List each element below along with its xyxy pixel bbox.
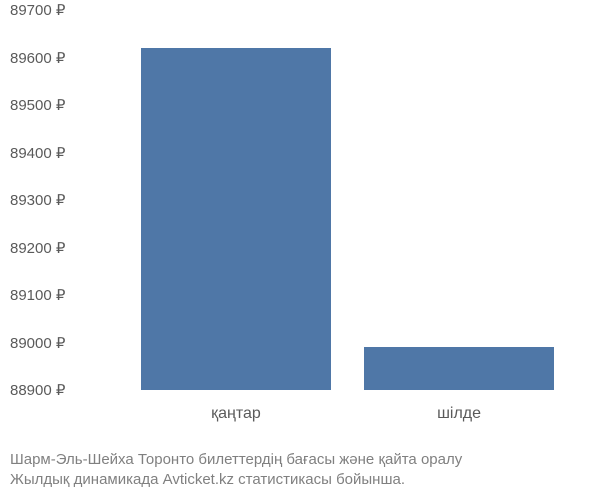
y-tick-label: 89300 ₽ xyxy=(10,191,100,209)
y-tick-label: 89600 ₽ xyxy=(10,49,100,67)
x-tick-label: қаңтар xyxy=(211,405,261,423)
x-axis: қаңтар шілде xyxy=(105,400,590,430)
caption-line-2: Жылдық динамикада Avticket.kz статистика… xyxy=(10,470,590,490)
y-tick-label: 89700 ₽ xyxy=(10,1,100,19)
y-tick-label: 89400 ₽ xyxy=(10,144,100,162)
bar xyxy=(364,347,553,390)
caption-line-1: Шарм-Эль-Шейха Торонто билеттердің бағас… xyxy=(10,450,590,470)
y-tick-label: 89100 ₽ xyxy=(10,286,100,304)
y-tick-label: 89000 ₽ xyxy=(10,334,100,352)
y-axis: 89700 ₽89600 ₽89500 ₽89400 ₽89300 ₽89200… xyxy=(10,10,100,390)
chart-caption: Шарм-Эль-Шейха Торонто билеттердің бағас… xyxy=(10,450,590,491)
y-tick-label: 88900 ₽ xyxy=(10,381,100,399)
x-tick-label: шілде xyxy=(437,405,481,423)
y-tick-label: 89200 ₽ xyxy=(10,239,100,257)
y-tick-label: 89500 ₽ xyxy=(10,96,100,114)
plot-area xyxy=(105,10,590,390)
bar xyxy=(141,48,330,390)
price-chart: 89700 ₽89600 ₽89500 ₽89400 ₽89300 ₽89200… xyxy=(10,10,590,440)
